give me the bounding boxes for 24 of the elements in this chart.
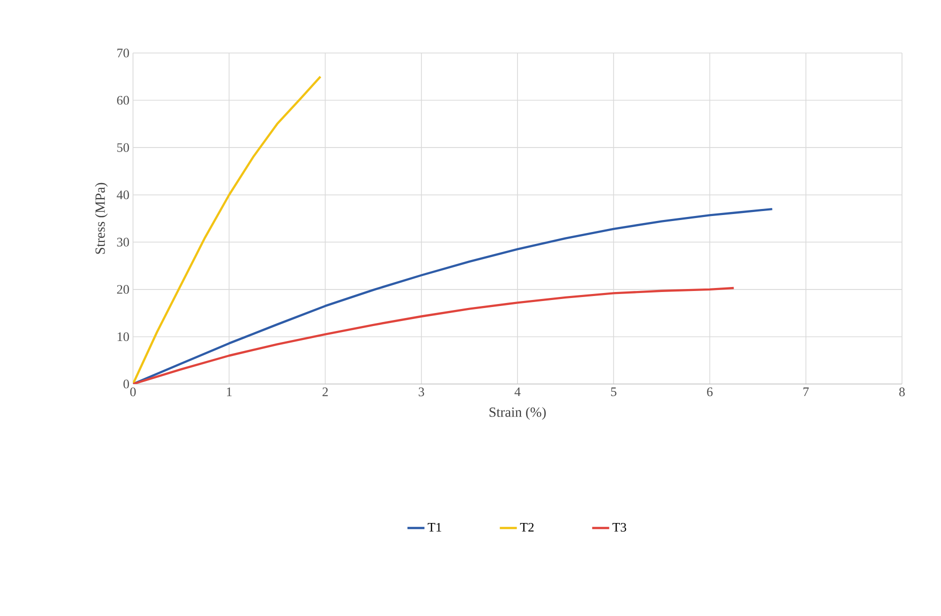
x-tick-label: 0: [130, 388, 136, 396]
legend-label: T2: [520, 522, 534, 532]
y-tick-label: 40: [116, 190, 129, 200]
x-tick-label: 4: [514, 388, 521, 396]
y-axis-title: Stress (MPa): [95, 182, 108, 254]
legend-label: T1: [428, 522, 442, 532]
x-tick-label: 2: [322, 388, 328, 396]
x-tick-label: 6: [707, 388, 713, 396]
x-axis-title: Strain (%): [490, 407, 546, 420]
x-tick-label: 1: [227, 388, 232, 396]
y-tick-label: 60: [117, 96, 129, 105]
y-tick-label: 30: [117, 238, 129, 247]
x-tick-label: 5: [611, 388, 616, 396]
line-series: [133, 286, 735, 384]
y-tick-label: 70: [117, 48, 129, 58]
x-tick-label: 3: [418, 388, 424, 396]
x-tick-label: 8: [899, 388, 905, 396]
line-series: [133, 208, 774, 384]
x-tick-label: 7: [804, 388, 809, 396]
y-tick-label: 50: [117, 143, 129, 152]
y-tick-label: 20: [117, 285, 129, 294]
y-tick-label: 10: [118, 332, 129, 342]
y-tick-label: 0: [124, 380, 129, 388]
legend-label: T3: [612, 522, 626, 532]
